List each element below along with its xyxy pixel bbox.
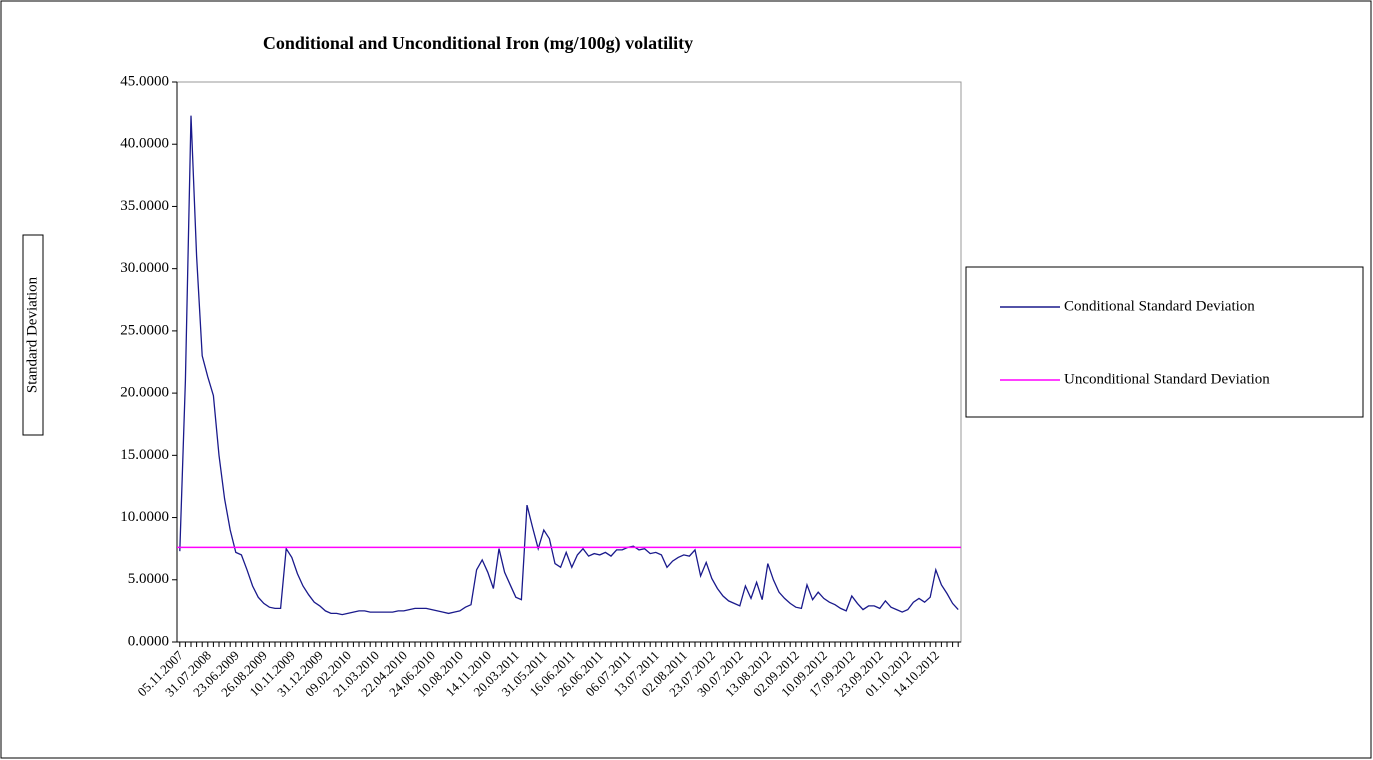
chart-title: Conditional and Unconditional Iron (mg/1… <box>263 33 693 54</box>
plot-area <box>176 81 962 643</box>
y-tick-label: 35.0000 <box>120 198 169 214</box>
y-tick-label: 10.0000 <box>120 509 169 525</box>
legend <box>965 266 1364 418</box>
legend-label: Conditional Standard Deviation <box>1064 298 1255 314</box>
y-axis-label: Standard Deviation <box>24 276 40 393</box>
y-tick-label: 15.0000 <box>120 447 169 463</box>
y-tick-label: 40.0000 <box>120 136 169 152</box>
y-tick-label: 0.0000 <box>128 633 169 649</box>
legend-label: Unconditional Standard Deviation <box>1064 371 1270 387</box>
y-label-box <box>22 234 44 436</box>
y-tick-label: 5.0000 <box>128 571 169 587</box>
y-tick-label: 20.0000 <box>120 385 169 401</box>
series-line <box>179 115 959 616</box>
y-tick-label: 45.0000 <box>120 73 169 89</box>
y-tick-label: 25.0000 <box>120 322 169 338</box>
y-tick-label: 30.0000 <box>120 260 169 276</box>
